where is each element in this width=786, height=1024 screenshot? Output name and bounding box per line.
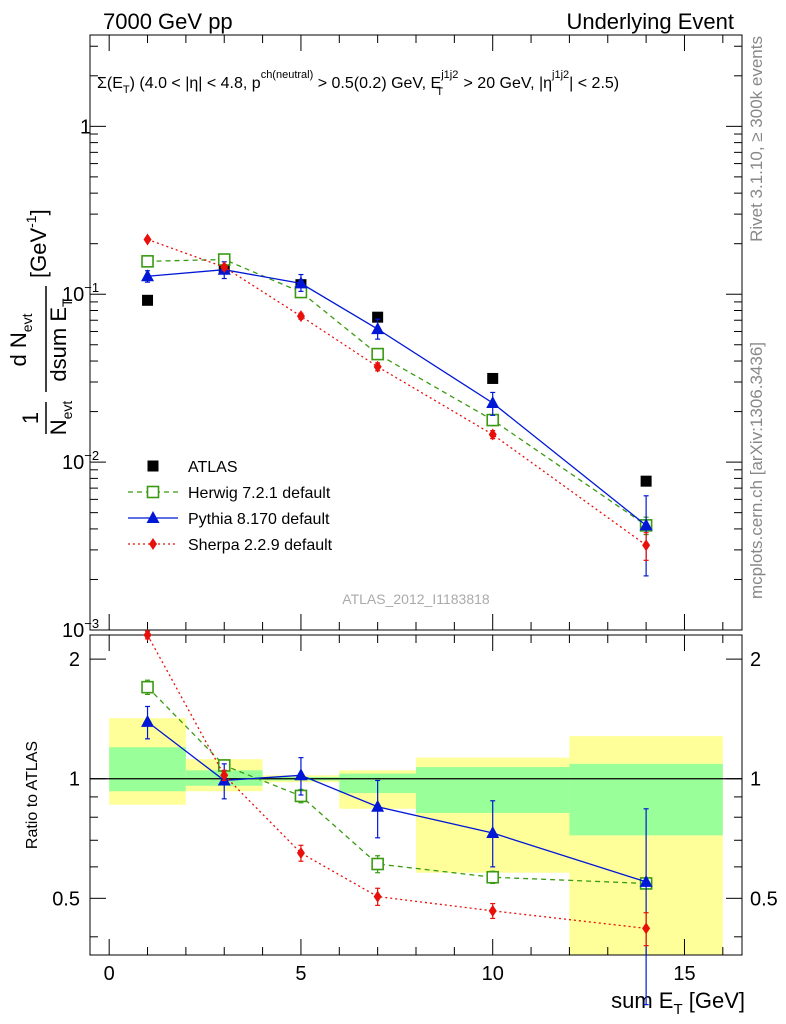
- legend-marker: [146, 511, 160, 523]
- sherpa-point: [143, 233, 152, 246]
- svg-text:dsum ET: dsum ET: [46, 298, 75, 382]
- pythia-line: [147, 721, 647, 883]
- ratio-y-tick-label: 2: [69, 649, 80, 671]
- main-panel-title: Σ(ET) (4.0 < |η| < 4.8, pch(neutral) > 0…: [97, 69, 619, 98]
- header-right: Underlying Event: [566, 9, 734, 34]
- svg-text:1: 1: [18, 412, 43, 424]
- legend-marker: [149, 538, 157, 550]
- herwig-line: [147, 258, 647, 526]
- legend-label: Sherpa 2.2.9 default: [188, 537, 333, 554]
- pythia-line: [147, 269, 647, 526]
- svg-text:Nevt: Nevt: [46, 401, 75, 436]
- herwig-point: [141, 255, 154, 268]
- y-tick-label: 10−2: [62, 448, 99, 474]
- herwig-point: [486, 413, 500, 427]
- sherpa-point: [220, 769, 229, 782]
- pythia-point: [371, 799, 385, 812]
- pythia-point: [486, 395, 500, 408]
- x-tick-label: 5: [295, 963, 306, 985]
- herwig-point: [371, 347, 384, 361]
- pythia-point: [639, 518, 653, 531]
- x-tick-label: 15: [673, 963, 695, 985]
- legend-marker: [147, 460, 159, 472]
- x-tick-label: 10: [482, 963, 504, 985]
- legend-label: Pythia 8.170 default: [188, 511, 330, 528]
- ratio-y-tick-label-right: 0.5: [750, 888, 778, 910]
- herwig-point: [486, 870, 500, 884]
- sherpa-point: [296, 847, 305, 860]
- pythia-point: [141, 269, 155, 282]
- legend-marker: [146, 485, 160, 499]
- ratio-band-inner: [109, 747, 186, 792]
- herwig-point: [141, 680, 154, 694]
- herwig-point: [371, 857, 384, 871]
- legend-label: ATLAS: [188, 459, 238, 476]
- atlas-point: [487, 372, 499, 384]
- herwig-line: [147, 686, 647, 885]
- ratio-y-axis-label: Ratio to ATLAS: [24, 741, 41, 849]
- rivet-label: Rivet 3.1.10, ≥ 300k events: [747, 36, 766, 242]
- analysis-watermark: ATLAS_2012_I1183818: [342, 591, 490, 607]
- main-y-axis-label: 1 Nevt d Nevt dsum ET [GeV-1]: [6, 209, 75, 435]
- pythia-point: [639, 874, 653, 887]
- sherpa-point: [488, 428, 497, 441]
- pythia-point: [141, 714, 155, 727]
- y-tick-label: 1: [80, 116, 91, 138]
- sherpa-point: [642, 922, 651, 935]
- sherpa-point: [488, 904, 497, 917]
- svg-text:d Nevt: d Nevt: [6, 313, 35, 366]
- main-series: [141, 233, 653, 577]
- sherpa-point: [220, 261, 229, 274]
- svg-text:[GeV-1]: [GeV-1]: [23, 209, 51, 278]
- ratio-uncertainty-bands: [109, 718, 723, 955]
- ratio-y-tick-label-right: 1: [750, 769, 761, 791]
- pythia-point: [294, 768, 308, 781]
- y-tick-label: 10−1: [62, 280, 99, 306]
- sherpa-point: [296, 310, 305, 323]
- sherpa-point: [373, 360, 382, 373]
- pythia-point: [371, 322, 385, 335]
- ratio-series: [141, 629, 653, 1006]
- pythia-point: [486, 826, 500, 839]
- x-axis-label: sum ET [GeV]: [611, 988, 745, 1018]
- sherpa-point: [143, 629, 152, 641]
- atlas-point: [372, 311, 384, 323]
- legend-label: Herwig 7.2.1 default: [188, 485, 331, 502]
- x-tick-label: 0: [104, 963, 115, 985]
- sherpa-point: [642, 539, 651, 552]
- ratio-y-tick-label: 1: [69, 769, 80, 791]
- atlas-point: [142, 294, 154, 306]
- y-tick-label: 10−3: [62, 616, 99, 642]
- sherpa-point: [373, 890, 382, 903]
- main-axes: 1 10−1 10−2 10−3: [62, 35, 742, 642]
- mcplots-label: mcplots.cern.ch [arXiv:1306.3436]: [747, 342, 766, 599]
- atlas-point: [640, 475, 652, 487]
- pythia-point: [294, 276, 308, 289]
- ratio-y-tick-label-right: 2: [750, 649, 761, 671]
- ratio-y-tick-label: 0.5: [52, 888, 80, 910]
- header-left: 7000 GeV pp: [103, 9, 233, 34]
- legend: ATLAS Herwig 7.2.1 default Pythia 8.170 de…: [128, 459, 333, 554]
- ratio-axes: 0.5 0.5 1 1 2 2 0 5 10 15: [52, 635, 778, 985]
